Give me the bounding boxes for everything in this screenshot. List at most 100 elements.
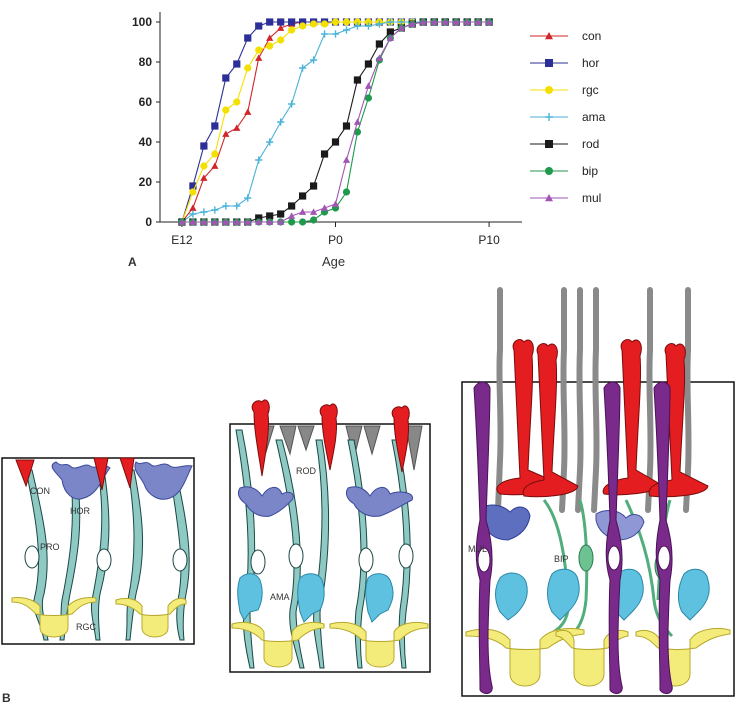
- series-con: [178, 18, 493, 225]
- rod-cell: [495, 287, 504, 513]
- data-point: [309, 182, 318, 190]
- data-point: [342, 122, 351, 130]
- data-point: [233, 202, 241, 210]
- x-tick-label: P10: [478, 233, 500, 247]
- ganglion-cell: [11, 597, 97, 638]
- data-point: [244, 218, 252, 225]
- data-point: [233, 218, 241, 225]
- data-point: [200, 174, 208, 181]
- data-point: [277, 218, 285, 225]
- data-point: [353, 18, 362, 26]
- data-point: [463, 18, 471, 25]
- y-tick-label: 100: [132, 15, 152, 29]
- label-rgc: RGC: [76, 622, 97, 632]
- data-point: [211, 122, 219, 130]
- nucleus: [657, 545, 671, 571]
- data-point: [299, 208, 307, 215]
- data-point: [309, 20, 318, 28]
- line-chart: 0 20 40 60 80 100 E12 P0 P10 con hor rgc ama rod bip…: [128, 12, 606, 269]
- series-line: [181, 21, 490, 223]
- data-point: [189, 204, 197, 211]
- data-point: [375, 40, 383, 48]
- data-point: [331, 30, 340, 38]
- data-point: [277, 118, 285, 126]
- y-tick-label: 20: [139, 175, 153, 189]
- data-point: [189, 218, 197, 225]
- amacrine-cell: [547, 568, 580, 621]
- data-point: [200, 218, 208, 225]
- panel-a-label: A: [128, 255, 137, 269]
- nucleus: [607, 545, 621, 571]
- data-point: [200, 142, 208, 150]
- data-point: [342, 188, 351, 196]
- series-ama: [178, 18, 493, 226]
- series-mul: [178, 18, 493, 225]
- legend-label: hor: [582, 56, 599, 70]
- muller-glia: [603, 381, 623, 694]
- muller-glia: [473, 381, 493, 694]
- data-point: [288, 218, 296, 226]
- data-point: [222, 218, 230, 225]
- nucleus: [477, 547, 491, 573]
- amacrine-cell: [297, 573, 325, 623]
- legend-item-rgc: rgc: [530, 83, 599, 97]
- cone-cell: [251, 399, 270, 477]
- horizontal-cell: [51, 461, 111, 500]
- data-point: [386, 28, 394, 36]
- series-line: [181, 21, 490, 223]
- amacrine-cell: [365, 573, 394, 623]
- data-point: [375, 20, 383, 28]
- label-pro: PRO: [40, 542, 60, 552]
- rod-cell: [575, 287, 584, 513]
- nucleus: [250, 549, 266, 575]
- nucleus: [398, 543, 414, 569]
- data-point: [545, 113, 553, 121]
- rod-cell: [591, 287, 600, 513]
- legend-item-mul: mul: [530, 191, 601, 205]
- horizontal-cell: [479, 504, 531, 541]
- rod-outer-segment: [297, 425, 315, 452]
- y-tick-label: 60: [139, 95, 153, 109]
- data-point: [474, 18, 482, 25]
- bipolar-cell-body: [578, 544, 594, 572]
- horizontal-cell: [345, 486, 414, 517]
- data-point: [331, 138, 340, 146]
- data-point: [397, 24, 405, 31]
- data-point: [200, 208, 208, 216]
- data-point: [255, 214, 263, 222]
- data-point: [309, 216, 318, 224]
- cone-cell: [93, 457, 109, 491]
- data-point: [255, 54, 263, 61]
- data-point: [364, 60, 373, 68]
- data-point: [244, 194, 252, 202]
- data-point: [255, 22, 263, 30]
- data-point: [189, 182, 197, 190]
- rod-outer-segment: [405, 425, 423, 471]
- legend-item-con: con: [530, 29, 601, 43]
- data-point: [353, 76, 362, 84]
- series-hor: [178, 18, 493, 226]
- y-tick-label: 0: [145, 215, 152, 229]
- data-point: [430, 18, 438, 25]
- data-point: [353, 118, 362, 125]
- legend-label: rod: [582, 137, 599, 151]
- data-point: [266, 138, 274, 146]
- data-point: [299, 192, 307, 200]
- label-con: CON: [30, 486, 50, 496]
- data-point: [222, 130, 230, 137]
- data-point: [244, 34, 252, 42]
- data-point: [545, 140, 553, 148]
- data-point: [233, 98, 241, 106]
- data-point: [299, 22, 307, 30]
- rod-cell: [683, 287, 692, 513]
- data-point: [331, 200, 340, 207]
- panel-b-label: B: [2, 691, 11, 705]
- data-point: [277, 18, 285, 26]
- data-point: [189, 210, 197, 218]
- data-point: [309, 208, 318, 215]
- series-line: [181, 21, 490, 223]
- x-tick-label: P0: [328, 233, 343, 247]
- data-point: [288, 18, 296, 26]
- data-point: [375, 54, 383, 61]
- data-point: [545, 32, 553, 40]
